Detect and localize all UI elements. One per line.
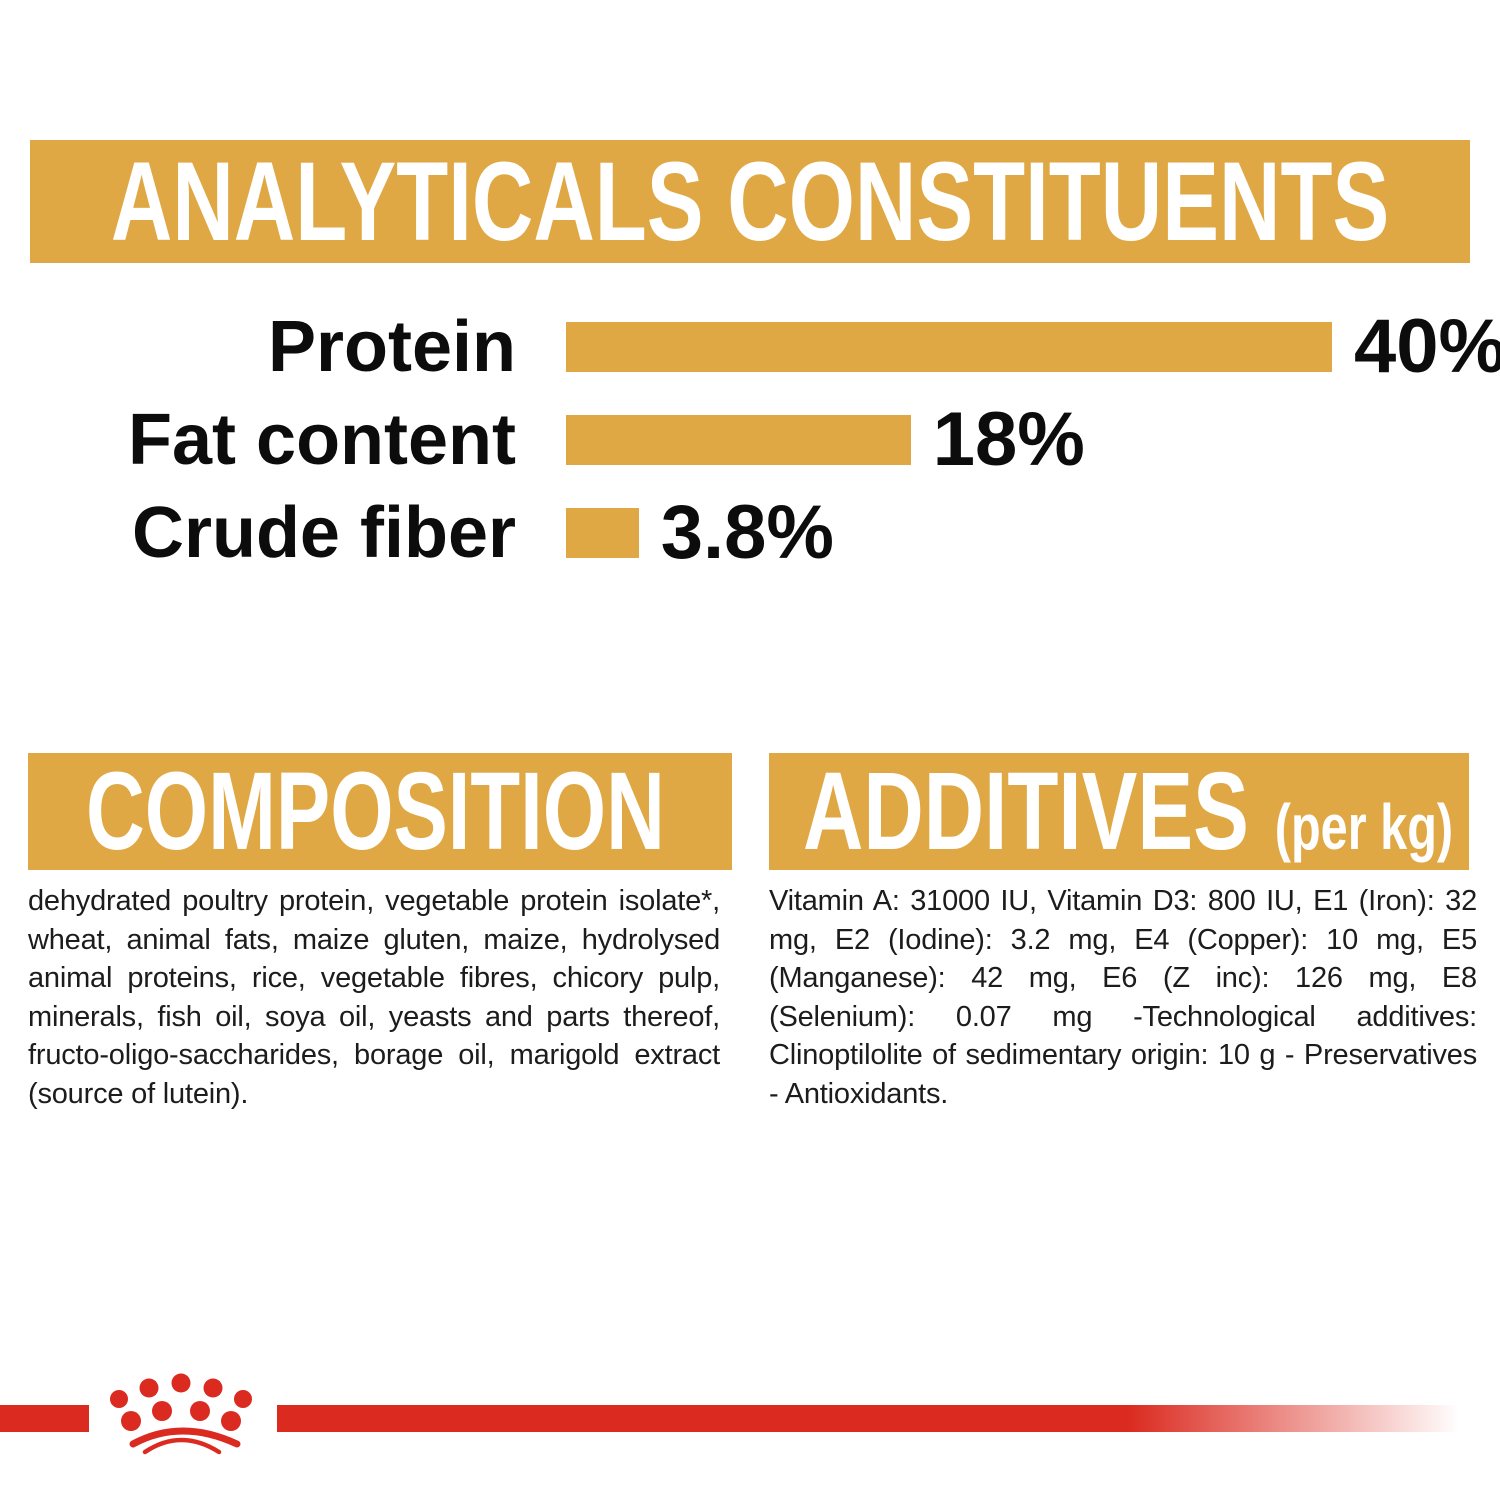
page-title: ANALYTICALS CONSTITUENTS: [110, 138, 1390, 264]
bar-value-crude-fiber: 3.8%: [660, 490, 834, 575]
analytical-constituents-chart: Protein 40% Fat content 18% Crude fiber …: [0, 0, 1500, 600]
additives-title-group: ADDITIVES (per kg): [803, 749, 1454, 873]
composition-title: COMPOSITION: [86, 749, 665, 873]
bar-value-protein: 40%: [1354, 304, 1500, 389]
additives-title-suffix: (per kg): [1274, 790, 1454, 863]
chart-row-crude-fiber: Crude fiber 3.8%: [0, 495, 834, 571]
chart-row-fat-content: Fat content 18%: [0, 402, 1085, 478]
royal-canin-crown-icon: [110, 1373, 252, 1455]
brand-band-right: [277, 1405, 1460, 1432]
bar-crude-fiber: [566, 508, 639, 558]
bar-protein: [566, 322, 1332, 372]
bar-fat-content: [566, 415, 911, 465]
bar-value-fat-content: 18%: [932, 397, 1085, 482]
bar-label-crude-fiber: Crude fiber: [131, 493, 516, 573]
bar-label-fat-content: Fat content: [128, 400, 516, 480]
analyticals-constituents-banner: ANALYTICALS CONSTITUENTS: [30, 140, 1470, 263]
chart-row-protein: Protein 40%: [0, 309, 1500, 385]
brand-band-left: [0, 1405, 89, 1432]
additives-banner: ADDITIVES (per kg): [769, 753, 1469, 870]
composition-body-text: dehydrated poultry protein, vegetable pr…: [28, 885, 720, 1110]
additives-title: ADDITIVES: [803, 749, 1249, 873]
bar-label-protein: Protein: [267, 307, 516, 387]
additives-body-text: Vitamin A: 31000 IU, Vitamin D3: 800 IU,…: [769, 885, 1477, 1110]
composition-banner: COMPOSITION: [28, 753, 732, 870]
